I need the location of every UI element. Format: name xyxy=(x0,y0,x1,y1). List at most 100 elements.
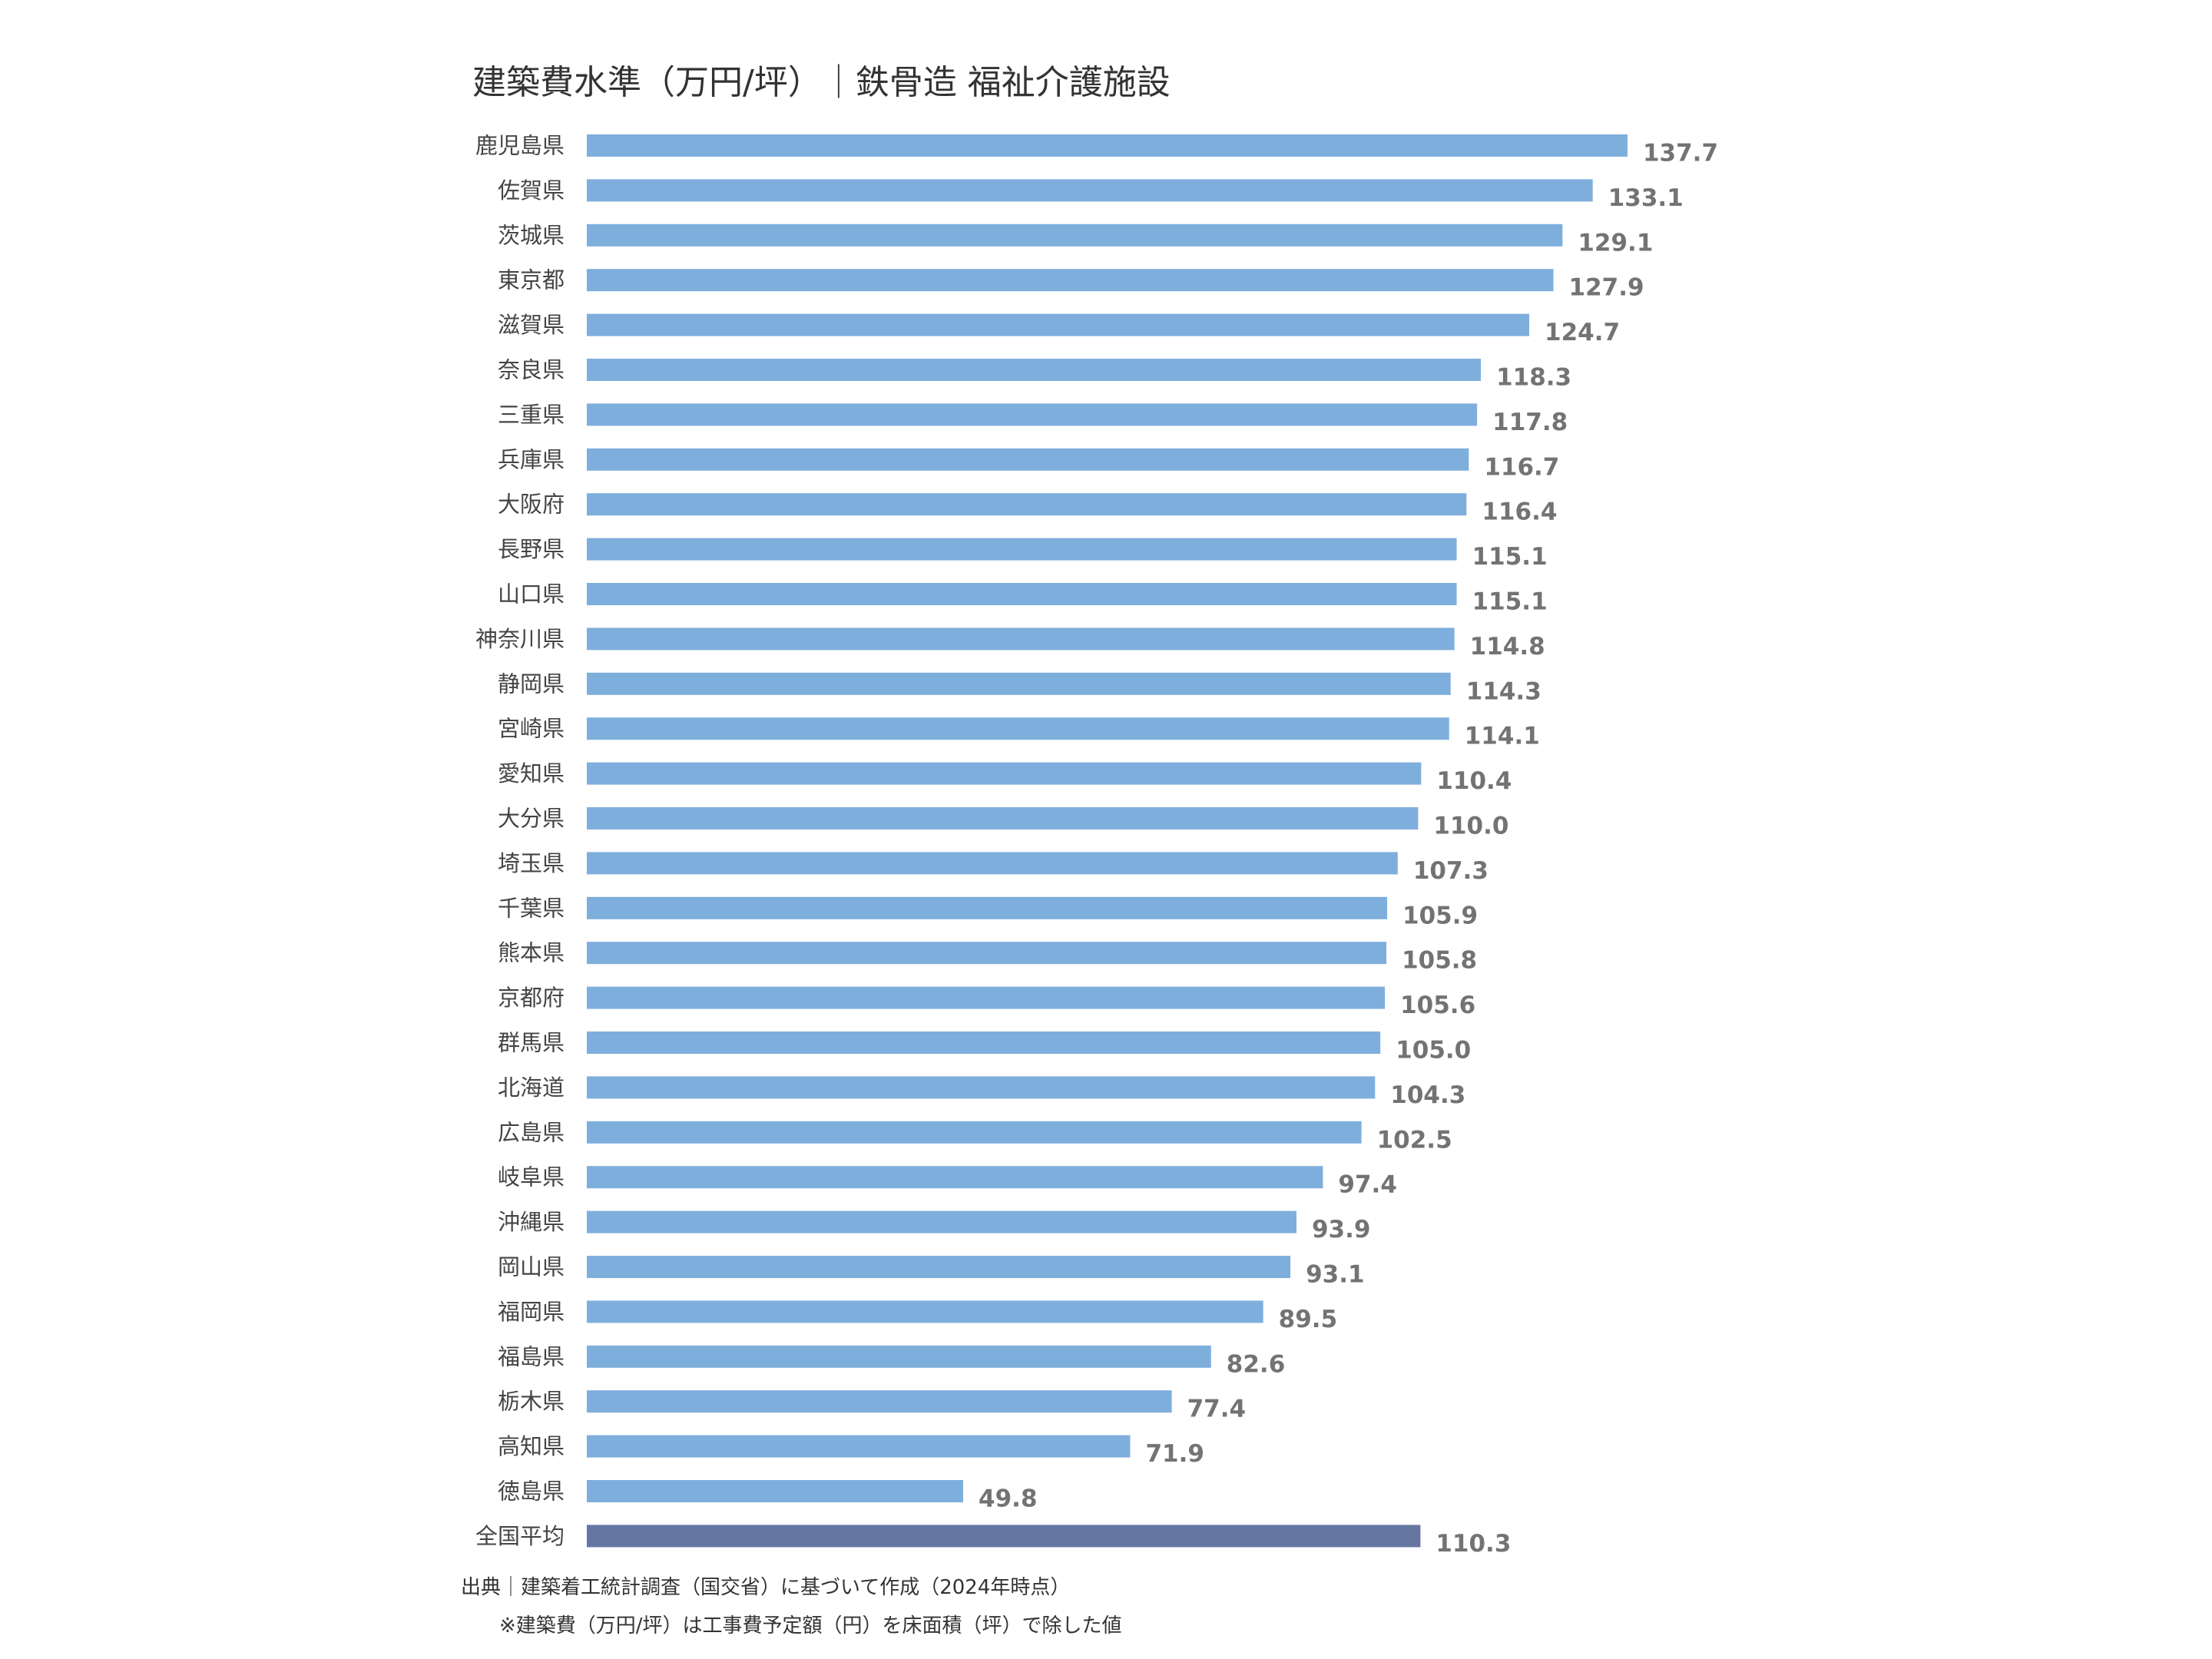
category-label: 北海道 xyxy=(498,1075,565,1101)
category-label: 全国平均 xyxy=(475,1523,565,1549)
bars xyxy=(587,134,1628,1548)
category-label: 三重県 xyxy=(498,402,565,428)
bar-6 xyxy=(587,359,1482,381)
bar-9 xyxy=(587,493,1467,516)
value-label: 115.1 xyxy=(1472,588,1548,616)
value-label: 82.6 xyxy=(1227,1350,1286,1378)
bar-29 xyxy=(587,1390,1172,1413)
category-label: 埼玉県 xyxy=(498,850,565,876)
bar-15 xyxy=(587,762,1422,785)
value-label: 93.1 xyxy=(1306,1261,1365,1289)
bar-14 xyxy=(587,717,1449,740)
bar-21 xyxy=(587,1031,1381,1054)
category-label: 大阪府 xyxy=(498,492,565,518)
value-label: 110.4 xyxy=(1436,767,1512,795)
category-label: 茨城県 xyxy=(498,222,565,248)
category-label: 佐賀県 xyxy=(498,177,565,204)
value-label: 118.3 xyxy=(1496,364,1571,392)
value-label: 77.4 xyxy=(1187,1396,1247,1423)
category-label: 宮崎県 xyxy=(498,716,565,742)
bar-18 xyxy=(587,896,1388,919)
value-label: 97.4 xyxy=(1338,1171,1397,1199)
bar-7 xyxy=(587,403,1478,426)
value-label: 71.9 xyxy=(1145,1440,1204,1468)
value-label: 104.3 xyxy=(1390,1081,1465,1109)
value-label: 137.7 xyxy=(1643,140,1718,167)
value-label: 124.7 xyxy=(1545,319,1620,346)
category-label: 広島県 xyxy=(498,1119,565,1145)
value-label: 114.8 xyxy=(1470,633,1545,661)
value-label: 105.8 xyxy=(1402,947,1477,975)
category-label: 奈良県 xyxy=(498,357,565,383)
category-label: 高知県 xyxy=(498,1433,565,1459)
chart-title: 建築費水準（万円/坪）｜鉄骨造 福祉介護施設 xyxy=(472,63,1171,102)
value-labels: 137.7 133.1 129.1 127.9 124.7 118.3 117.8 116.7… xyxy=(979,140,1718,1558)
category-label: 福岡県 xyxy=(498,1299,565,1325)
category-label: 熊本県 xyxy=(498,940,565,966)
bar-2 xyxy=(587,179,1593,202)
bar-5 xyxy=(587,313,1530,336)
bar-28 xyxy=(587,1345,1211,1368)
category-label: 千葉県 xyxy=(498,895,565,921)
value-label: 105.0 xyxy=(1396,1037,1471,1065)
bar-17 xyxy=(587,852,1398,875)
source-note: 出典｜建築着工統計調査（国交省）に基づいて作成（2024年時点） xyxy=(461,1576,1070,1599)
bar-20 xyxy=(587,986,1386,1009)
value-label: 110.3 xyxy=(1435,1530,1511,1558)
value-label: 102.5 xyxy=(1377,1126,1452,1154)
value-label: 114.3 xyxy=(1466,677,1541,705)
definition-note: ※建築費（万円/坪）は工事費予定額（円）を床面積（坪）で除した値 xyxy=(499,1614,1122,1637)
bar-4 xyxy=(587,269,1554,292)
category-label: 京都府 xyxy=(498,985,565,1011)
category-label: 栃木県 xyxy=(498,1389,565,1415)
bar-27 xyxy=(587,1300,1263,1323)
value-label: 105.6 xyxy=(1400,992,1475,1019)
bar-10 xyxy=(587,538,1457,561)
bar-3 xyxy=(587,224,1563,247)
category-label: 滋賀県 xyxy=(498,312,565,338)
value-label: 116.7 xyxy=(1484,453,1559,481)
bar-26 xyxy=(587,1256,1291,1278)
value-label: 105.9 xyxy=(1402,902,1478,929)
category-label: 山口県 xyxy=(498,581,565,608)
bar-24 xyxy=(587,1166,1323,1189)
value-label: 115.1 xyxy=(1472,543,1548,571)
category-label: 兵庫県 xyxy=(498,446,565,472)
value-label: 89.5 xyxy=(1279,1306,1338,1333)
bar-16 xyxy=(587,807,1419,830)
bar-1 xyxy=(587,134,1628,157)
category-label: 岐阜県 xyxy=(498,1164,565,1190)
bar-22 xyxy=(587,1076,1376,1099)
bar-11 xyxy=(587,583,1457,605)
bar-12 xyxy=(587,628,1455,651)
category-label: 岡山県 xyxy=(498,1254,565,1280)
category-label: 大分県 xyxy=(498,806,565,832)
bar-30 xyxy=(587,1435,1131,1458)
value-label: 49.8 xyxy=(979,1485,1038,1513)
category-label: 群馬県 xyxy=(498,1030,565,1056)
bar-31 xyxy=(587,1480,964,1502)
category-label: 長野県 xyxy=(498,536,565,562)
category-label: 徳島県 xyxy=(498,1479,565,1505)
category-label: 静岡県 xyxy=(498,671,565,697)
bar-25 xyxy=(587,1210,1296,1233)
category-label: 福島県 xyxy=(498,1343,565,1369)
value-label: 129.1 xyxy=(1578,229,1653,257)
value-label: 110.0 xyxy=(1433,813,1508,840)
category-label: 鹿児島県 xyxy=(475,133,565,159)
value-label: 127.9 xyxy=(1569,274,1644,302)
bar-32 xyxy=(587,1525,1421,1548)
value-label: 133.1 xyxy=(1608,184,1684,212)
bar-13 xyxy=(587,672,1451,695)
category-label: 沖縄県 xyxy=(498,1209,565,1235)
value-label: 114.1 xyxy=(1465,723,1540,750)
bar-8 xyxy=(587,448,1469,471)
value-label: 117.8 xyxy=(1492,409,1568,436)
value-label: 93.9 xyxy=(1312,1216,1371,1243)
category-label: 神奈川県 xyxy=(475,626,565,652)
category-labels: 鹿児島県佐賀県茨城県東京都滋賀県奈良県三重県兵庫県大阪府長野県山口県神奈川県静岡… xyxy=(475,133,565,1549)
bar-23 xyxy=(587,1121,1362,1144)
category-label: 東京都 xyxy=(498,267,565,293)
bar-19 xyxy=(587,942,1387,965)
